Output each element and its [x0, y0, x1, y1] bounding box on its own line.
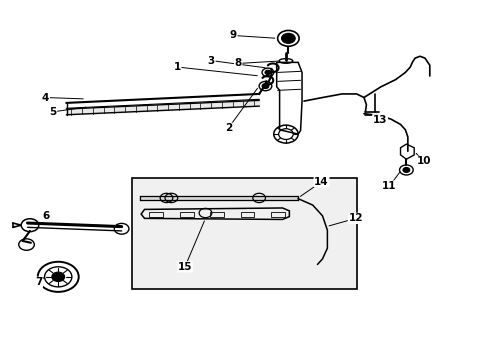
Text: 10: 10 [416, 156, 430, 166]
Circle shape [264, 70, 270, 75]
Bar [241, 212, 254, 217]
Text: 14: 14 [314, 177, 328, 187]
Text: 4: 4 [42, 93, 49, 103]
Text: 12: 12 [348, 213, 362, 223]
Circle shape [281, 33, 295, 43]
Bar [180, 212, 193, 217]
Bar [149, 212, 163, 217]
Text: 9: 9 [229, 31, 236, 40]
Text: 3: 3 [207, 55, 215, 66]
Text: 13: 13 [372, 115, 386, 125]
Circle shape [262, 84, 268, 89]
Text: 7: 7 [35, 277, 42, 287]
Text: 5: 5 [49, 107, 57, 117]
Text: 6: 6 [42, 211, 49, 221]
Text: 2: 2 [224, 123, 232, 133]
Text: 1: 1 [173, 62, 181, 72]
Text: 15: 15 [178, 262, 192, 272]
Bar [210, 212, 224, 217]
Bar [49, 269, 66, 285]
Circle shape [402, 167, 409, 172]
Text: 8: 8 [234, 58, 241, 68]
Circle shape [52, 272, 64, 282]
Text: 11: 11 [381, 181, 396, 191]
Bar [271, 212, 285, 217]
Bar [132, 178, 356, 289]
